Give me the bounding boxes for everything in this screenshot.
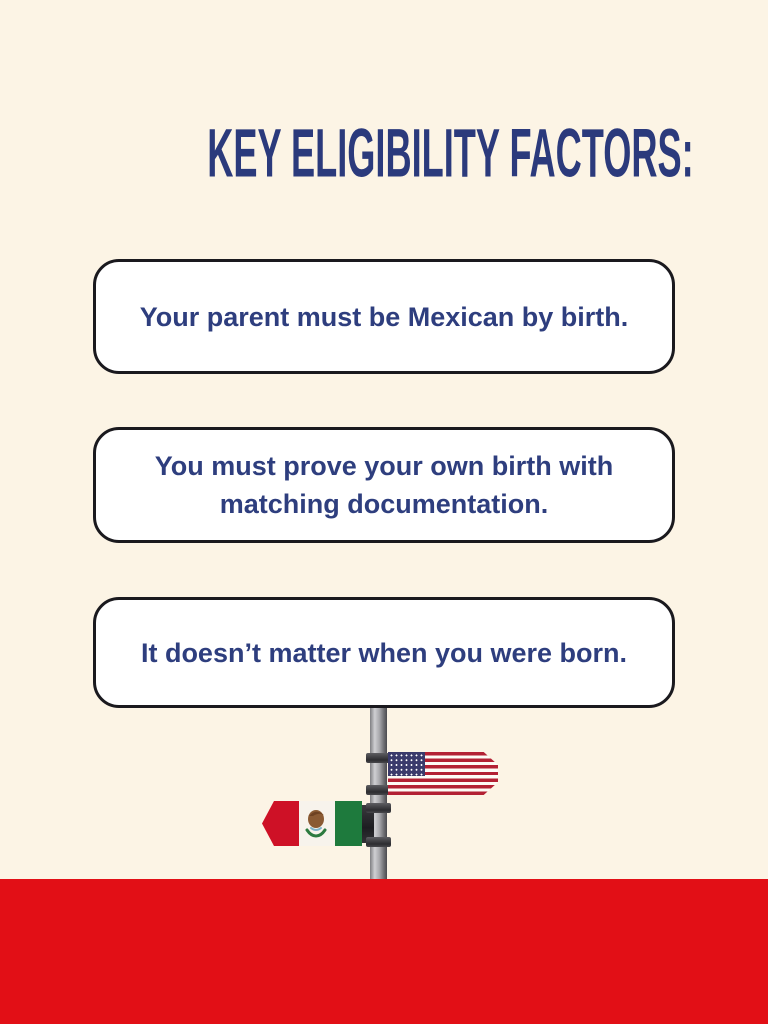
signpost-clamp [366, 753, 391, 763]
eligibility-card-documentation-text: You must prove your own birth with match… [154, 451, 614, 519]
page-title: KEY ELIGIBILITY FACTORS: [0, 115, 768, 192]
eligibility-card-birthdate: It doesn’t matter when you were born. [93, 597, 675, 708]
signpost-clamp [366, 785, 391, 795]
eligibility-card-parent: Your parent must be Mexican by birth. [93, 259, 675, 374]
footer-band: DN DN EXPRESS EXPRESS [0, 879, 768, 1024]
us-flag-sign-icon [388, 752, 498, 795]
mexico-eagle-emblem-icon [305, 810, 327, 838]
signpost-clamp [366, 837, 391, 847]
eligibility-card-birthdate-text: It doesn’t matter when you were born. [140, 637, 628, 668]
eligibility-card-parent-text: Your parent must be Mexican by birth. [139, 301, 629, 332]
page-title-text: KEY ELIGIBILITY FACTORS: [207, 115, 694, 192]
eligibility-card-documentation: You must prove your own birth with match… [93, 427, 675, 543]
signpost-clamp [366, 803, 391, 813]
us-flag-canton [388, 752, 425, 776]
mexico-flag-sign-icon [262, 801, 362, 846]
